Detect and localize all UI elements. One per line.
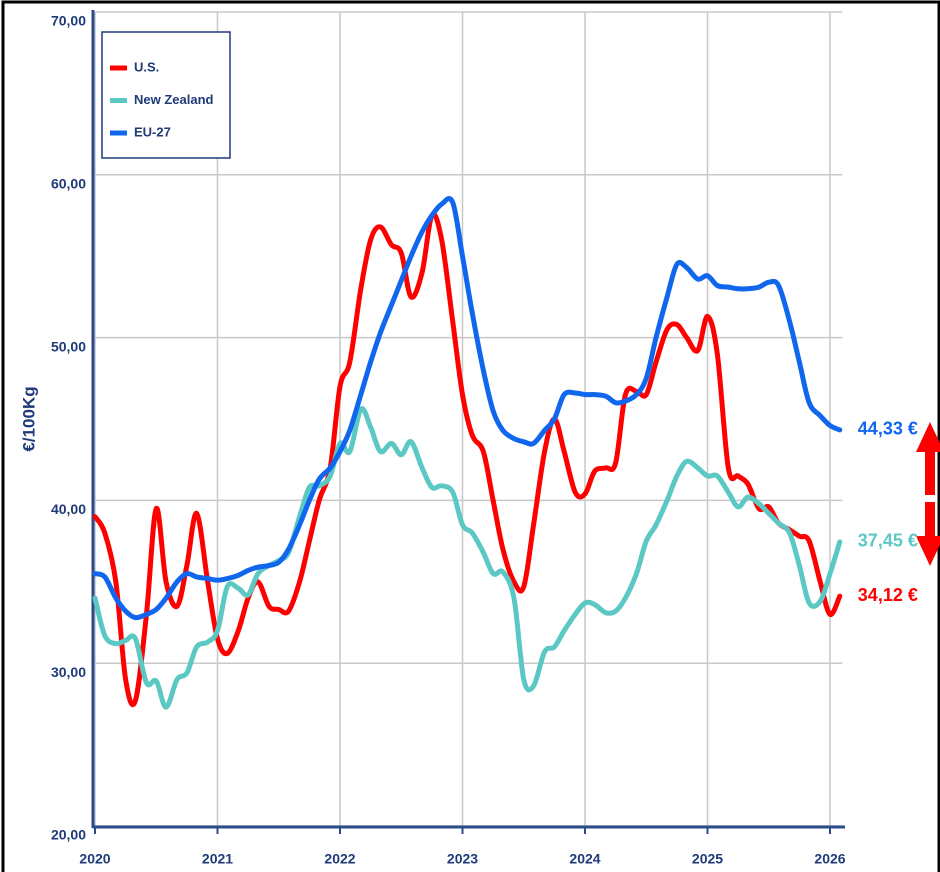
x-tick-label: 2024 bbox=[569, 851, 600, 867]
arrow-up bbox=[916, 422, 940, 495]
y-tick-label: 20,00 bbox=[51, 827, 86, 843]
legend-label: U.S. bbox=[134, 59, 159, 74]
series-line bbox=[92, 406, 843, 710]
end-label: 37,45 € bbox=[858, 531, 918, 551]
x-tick-label: 2025 bbox=[692, 851, 723, 867]
legend-box bbox=[101, 31, 231, 159]
end-label: 34,12 € bbox=[858, 585, 918, 605]
y-axis-label: €/100Kg bbox=[19, 386, 38, 451]
arrows bbox=[916, 422, 940, 566]
end-label: 44,33 € bbox=[858, 419, 918, 439]
y-tick-label: 40,00 bbox=[51, 501, 86, 517]
x-tick-label: 2026 bbox=[814, 851, 845, 867]
x-tick-label: 2021 bbox=[202, 851, 233, 867]
y-tick-label: 50,00 bbox=[51, 338, 86, 354]
x-tick-label: 2020 bbox=[79, 851, 110, 867]
arrow-down bbox=[916, 502, 940, 566]
x-tick-label: 2023 bbox=[447, 851, 478, 867]
legend: U.S. New Zealand EU-27 bbox=[110, 59, 214, 139]
y-tick-label: 30,00 bbox=[51, 664, 86, 680]
y-tick-label: 70,00 bbox=[51, 13, 86, 29]
x-tick-label: 2022 bbox=[324, 851, 355, 867]
grid bbox=[94, 11, 843, 827]
series-line bbox=[92, 211, 843, 708]
series-line bbox=[92, 196, 843, 621]
legend-label: New Zealand bbox=[134, 92, 214, 107]
legend-label: EU-27 bbox=[134, 124, 171, 139]
y-tick-label: 60,00 bbox=[51, 176, 86, 192]
series-lines bbox=[92, 196, 843, 710]
